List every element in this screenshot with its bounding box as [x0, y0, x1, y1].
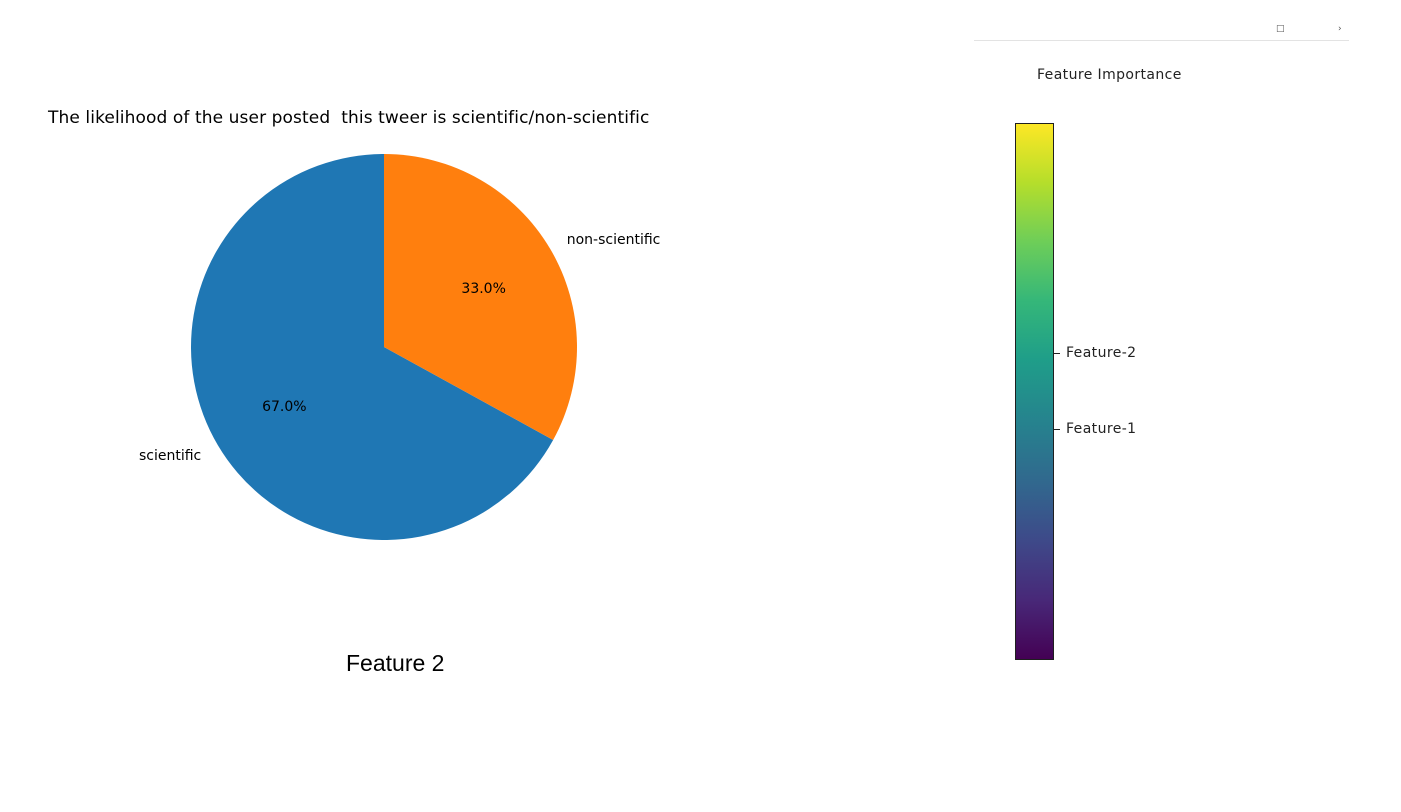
colorbar-title: Feature Importance [1037, 67, 1182, 83]
colorbar-tick-feature-1 [1054, 429, 1060, 430]
colorbar-tick-feature-2 [1054, 353, 1060, 354]
pie-slice-non-scientific [384, 154, 577, 440]
pie-caption: Feature 2 [346, 650, 445, 676]
pie-chart: 67.0% scientific 33.0% non-scientific [139, 154, 661, 540]
pie-chart-title: The likelihood of the user posted this t… [48, 108, 650, 128]
pie-pct-label-0: 67.0% [262, 399, 306, 415]
colorbar-divider [974, 40, 1349, 41]
pie-slice-scientific [190, 154, 554, 540]
colorbar-tick-label-feature-1: Feature-1 [1066, 421, 1137, 437]
colorbar-tick-label-feature-2: Feature-2 [1066, 345, 1137, 361]
pie-slice-label-0: scientific [139, 448, 201, 464]
pie-pct-label-1: 33.0% [461, 281, 505, 297]
colorbar-gradient [1015, 123, 1054, 660]
collapse-icon: › [1338, 24, 1342, 34]
pie-slice-label-1: non-scientific [567, 232, 661, 248]
resize-icon: □ [1276, 24, 1285, 34]
